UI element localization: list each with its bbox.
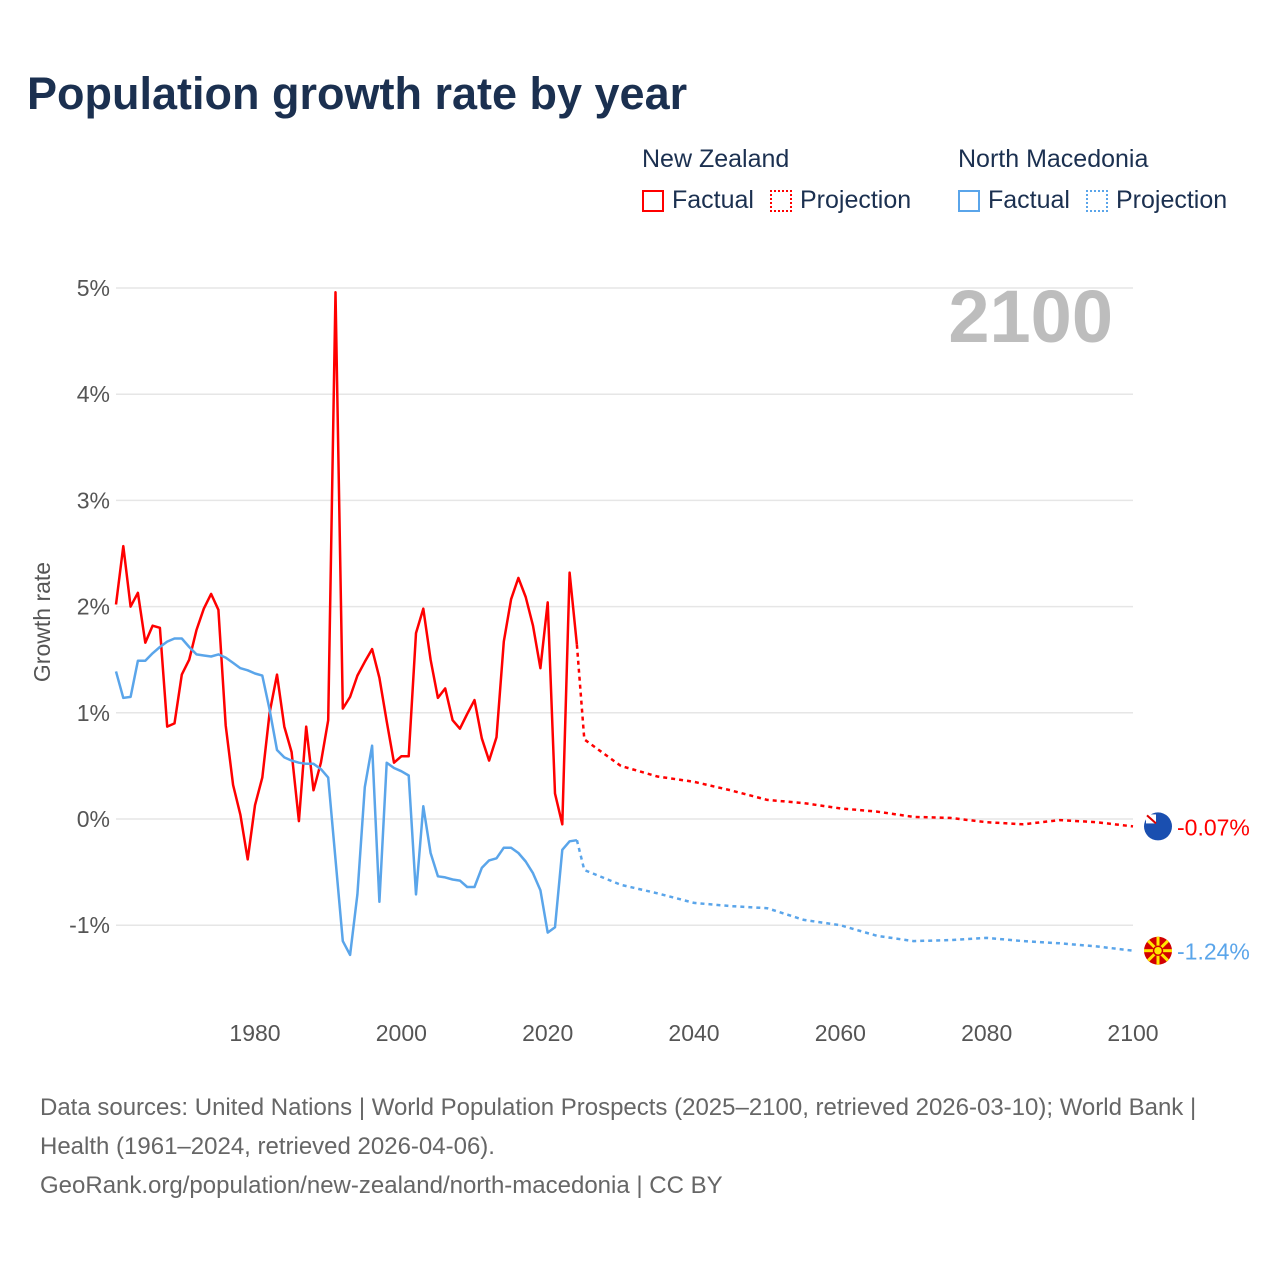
y-tick-label: 0% [77, 806, 110, 832]
x-tick-label: 1980 [229, 1020, 280, 1046]
legend-item-nz-factual[interactable]: Factual [642, 186, 754, 215]
y-tick-label: 3% [77, 487, 110, 513]
x-tick-label: 2040 [668, 1020, 719, 1046]
legend-new-zealand: New Zealand Factual Projection [642, 145, 927, 215]
year-overlay: 2100 [948, 275, 1113, 358]
legend-item-mk-factual[interactable]: Factual [958, 186, 1070, 215]
sun-icon [1152, 945, 1164, 956]
legend-label: Factual [988, 186, 1070, 214]
footer: Data sources: United Nations | World Pop… [40, 1088, 1240, 1205]
legend-group-title: North Macedonia [958, 145, 1149, 173]
source-url[interactable]: GeoRank.org/population/new-zealand/north… [40, 1172, 723, 1199]
x-tick-label: 2100 [1107, 1020, 1158, 1046]
dotted-swatch-icon [769, 189, 792, 212]
dotted-swatch-icon [1085, 189, 1108, 212]
y-tick-label: 1% [77, 700, 110, 726]
y-tick-label: 2% [77, 594, 110, 620]
legend-item-mk-projection[interactable]: Projection [1085, 186, 1228, 215]
legend-label: Projection [1115, 186, 1228, 214]
series-line-projection-1 [575, 839, 1134, 952]
x-tick-label: 2080 [961, 1020, 1012, 1046]
y-tick-label: -1% [69, 912, 110, 938]
legend-label: Factual [672, 186, 754, 214]
solid-swatch-icon [642, 189, 664, 212]
x-tick-label: 2060 [815, 1020, 866, 1046]
chart-area: 5% 4% 3% 2% 1% 0% -1% 1980 2000 2020 2040 2060 2080 2… [29, 275, 1250, 1046]
legend-item-nz-projection[interactable]: Projection [769, 186, 912, 215]
data-sources: Data sources: United Nations | World Pop… [40, 1094, 1197, 1160]
x-tick-label: 2020 [522, 1020, 573, 1046]
series-line-factual-0 [114, 290, 579, 861]
series-line-projection-0 [575, 644, 1134, 828]
y-tick-label: 5% [77, 275, 110, 301]
legend-group-title: New Zealand [642, 145, 790, 173]
y-axis-label: Growth rate [29, 562, 55, 682]
x-tick-label: 2000 [376, 1020, 427, 1046]
legend-label: Projection [799, 186, 912, 214]
legend-north-macedonia: North Macedonia Factual Projection [958, 145, 1243, 215]
chart-title: Population growth rate by year [27, 68, 688, 119]
union-jack-cross-icon [1146, 814, 1157, 825]
y-tick-label: 4% [77, 381, 110, 407]
end-value-label: -0.07% [1177, 814, 1250, 840]
solid-swatch-icon [958, 189, 980, 212]
end-value-label: -1.24% [1177, 939, 1250, 965]
series-line-factual-1 [114, 637, 578, 957]
